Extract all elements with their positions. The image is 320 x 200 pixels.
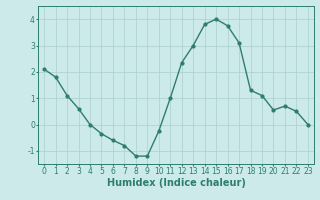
X-axis label: Humidex (Indice chaleur): Humidex (Indice chaleur) bbox=[107, 178, 245, 188]
